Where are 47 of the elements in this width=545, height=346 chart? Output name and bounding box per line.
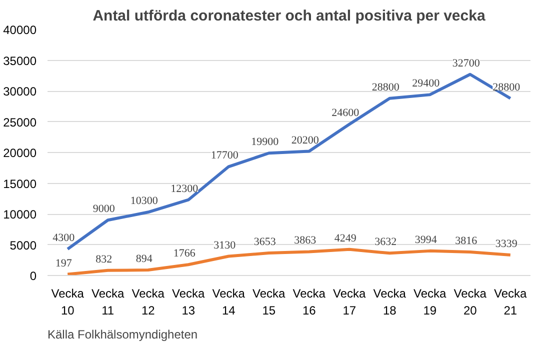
x-tick-label: Vecka 17 bbox=[333, 286, 366, 318]
y-tick-label: 35000 bbox=[3, 54, 37, 68]
x-tick-label: Vecka 11 bbox=[92, 286, 125, 318]
data-label: 28800 bbox=[492, 81, 521, 94]
x-tick-label: Vecka 20 bbox=[454, 286, 487, 318]
data-label: 3653 bbox=[254, 236, 276, 248]
x-tick-label: Vecka 13 bbox=[172, 286, 206, 318]
x-tick-label: Vecka 18 bbox=[373, 286, 406, 318]
x-tick-label: Vecka 21 bbox=[494, 286, 528, 318]
data-label: 29400 bbox=[412, 78, 440, 90]
text: Källa Folkhälsomyndigheten bbox=[48, 328, 198, 342]
data-label: 19900 bbox=[251, 136, 280, 148]
x-tick-label: Vecka 15 bbox=[252, 286, 286, 318]
data-label: 12300 bbox=[170, 182, 199, 195]
y-tick-label: 0 bbox=[30, 269, 37, 283]
data-label: 832 bbox=[96, 253, 112, 266]
y-tick-label: 40000 bbox=[3, 23, 37, 37]
y-tick-label: 15000 bbox=[3, 176, 37, 191]
x-tick-label: Vecka 19 bbox=[414, 286, 447, 318]
data-label: 3863 bbox=[294, 234, 317, 247]
y-tick-label: 20000 bbox=[3, 146, 37, 160]
data-label: 4249 bbox=[334, 232, 357, 244]
data-label: 1766 bbox=[173, 248, 196, 260]
data-label: 3339 bbox=[495, 238, 518, 250]
x-tick-label: Vecka 12 bbox=[132, 286, 165, 318]
y-tick-label: 10000 bbox=[3, 208, 37, 222]
data-label: 9000 bbox=[92, 203, 116, 216]
data-label: 3632 bbox=[374, 236, 397, 248]
chart-title: Antal utförda coronatester och antal positiva per vecka bbox=[92, 8, 486, 24]
y-tick-label: 25000 bbox=[3, 115, 37, 130]
data-label: 17700 bbox=[210, 150, 239, 162]
data-label: 894 bbox=[136, 253, 153, 265]
data-label: 20200 bbox=[291, 134, 320, 146]
data-label: 10300 bbox=[130, 195, 158, 208]
data-label: 28800 bbox=[372, 81, 400, 94]
x-tick-label: Vecka 14 bbox=[212, 286, 246, 318]
x-tick-label: Vecka 16 bbox=[292, 286, 326, 318]
data-label: 3130 bbox=[214, 239, 236, 252]
data-label: 24600 bbox=[332, 107, 360, 120]
data-label: 32700 bbox=[452, 57, 480, 70]
x-tick-label: Vecka 10 bbox=[51, 286, 84, 318]
data-label: 3816 bbox=[455, 235, 478, 248]
data-label: 3994 bbox=[414, 234, 438, 246]
data-label: 197 bbox=[55, 257, 72, 270]
data-label: 4300 bbox=[52, 232, 76, 244]
y-tick-label: 30000 bbox=[3, 84, 37, 98]
y-tick-label: 5000 bbox=[10, 238, 37, 252]
